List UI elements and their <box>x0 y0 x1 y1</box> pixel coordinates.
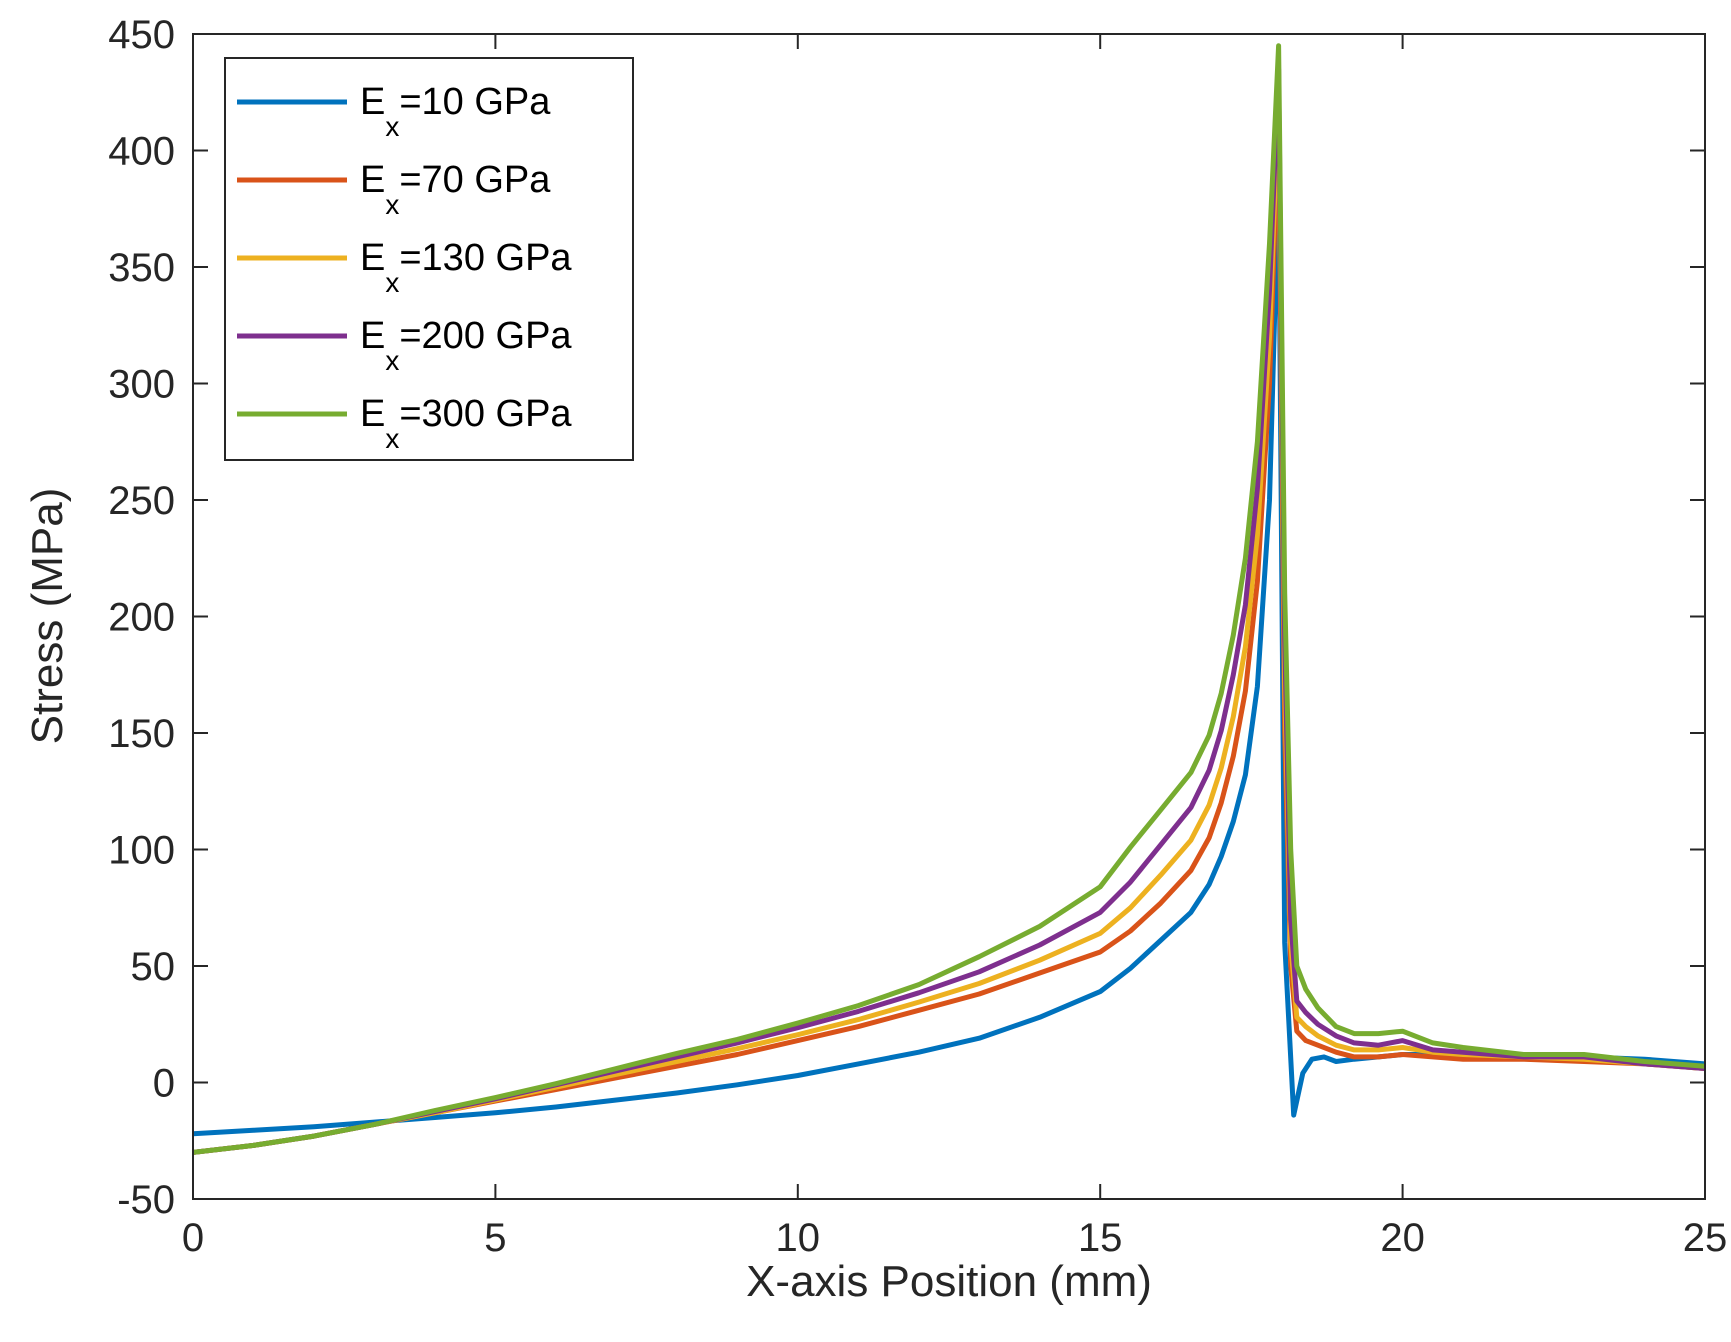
x-axis-title: X-axis Position (mm) <box>746 1257 1152 1306</box>
y-tick-label: -50 <box>117 1178 175 1222</box>
legend-label-main: E <box>360 237 385 279</box>
series-line-70gpa <box>193 113 1705 1155</box>
y-tick-label: 0 <box>153 1062 175 1106</box>
legend-label-main: E <box>360 159 385 201</box>
legend-label-rest: =10 GPa <box>399 81 551 123</box>
legend-label-subscript: x <box>385 111 399 142</box>
y-tick-label: 200 <box>108 596 175 640</box>
x-tick-label: 25 <box>1683 1216 1728 1260</box>
x-tick-label: 15 <box>1078 1216 1123 1260</box>
y-tick-label: 450 <box>108 13 175 57</box>
y-tick-label: 100 <box>108 829 175 873</box>
legend-entry-label: Ex=10 GPa <box>360 81 551 142</box>
legend-entry-label: Ex=70 GPa <box>360 159 551 220</box>
legend-entry-label: Ex=130 GPa <box>360 237 572 298</box>
series-line-130gpa <box>193 89 1705 1155</box>
y-tick-label: 250 <box>108 479 175 523</box>
y-axis-title: Stress (MPa) <box>23 488 72 745</box>
legend-label-subscript: x <box>385 189 399 220</box>
y-tick-label: 50 <box>131 945 176 989</box>
y-tick-label: 350 <box>108 246 175 290</box>
x-tick-label: 0 <box>182 1216 204 1260</box>
x-tick-label: 5 <box>484 1216 506 1260</box>
plot-area-frame <box>192 33 1706 1200</box>
x-tick-label: 10 <box>776 1216 821 1260</box>
y-tick-label: 300 <box>108 363 175 407</box>
x-tick-label: 20 <box>1380 1216 1425 1260</box>
y-tick-label: 150 <box>108 712 175 756</box>
legend-label-rest: =200 GPa <box>399 315 572 357</box>
legend-label-rest: =70 GPa <box>399 159 551 201</box>
legend-label-main: E <box>360 81 385 123</box>
legend-label-subscript: x <box>385 345 399 376</box>
y-tick-label: 400 <box>108 130 175 174</box>
legend-entry-label: Ex=300 GPa <box>360 393 572 454</box>
legend-label-rest: =300 GPa <box>399 393 572 435</box>
series-group <box>193 43 1705 1155</box>
legend-label-subscript: x <box>385 267 399 298</box>
legend-label-main: E <box>360 315 385 357</box>
legend-label-main: E <box>360 393 385 435</box>
legend-label-subscript: x <box>385 423 399 454</box>
legend-entry-label: Ex=200 GPa <box>360 315 572 376</box>
series-line-300gpa <box>193 43 1705 1155</box>
legend-label-rest: =130 GPa <box>399 237 572 279</box>
